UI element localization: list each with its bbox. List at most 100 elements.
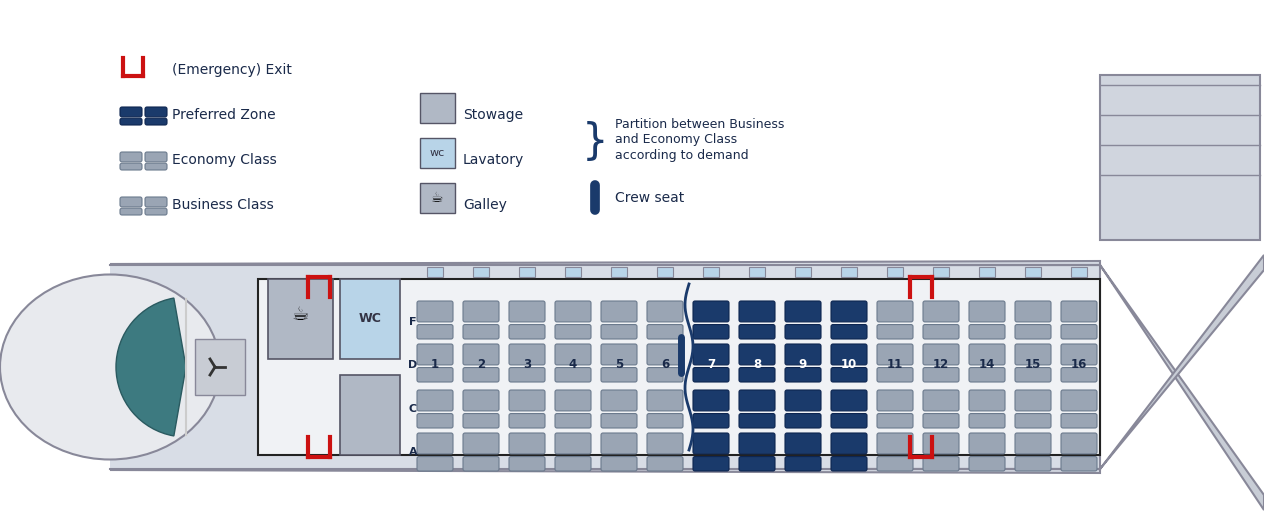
FancyBboxPatch shape <box>145 208 167 215</box>
FancyBboxPatch shape <box>1015 433 1050 454</box>
Bar <box>750 457 765 467</box>
FancyBboxPatch shape <box>877 344 913 365</box>
FancyBboxPatch shape <box>877 324 913 339</box>
FancyBboxPatch shape <box>647 457 683 471</box>
Bar <box>473 267 489 277</box>
FancyBboxPatch shape <box>509 457 545 471</box>
Text: 6: 6 <box>661 358 669 371</box>
FancyBboxPatch shape <box>647 344 683 365</box>
FancyBboxPatch shape <box>785 457 822 471</box>
FancyBboxPatch shape <box>969 301 1005 322</box>
Bar <box>841 267 857 277</box>
Text: ☕: ☕ <box>431 191 444 205</box>
FancyBboxPatch shape <box>969 433 1005 454</box>
Text: A: A <box>408 447 417 457</box>
FancyBboxPatch shape <box>877 457 913 471</box>
FancyBboxPatch shape <box>693 433 729 454</box>
FancyBboxPatch shape <box>785 324 822 339</box>
FancyBboxPatch shape <box>923 433 959 454</box>
FancyBboxPatch shape <box>120 118 142 125</box>
Bar <box>795 267 811 277</box>
Text: 12: 12 <box>933 358 949 371</box>
FancyBboxPatch shape <box>739 301 775 322</box>
FancyBboxPatch shape <box>555 457 592 471</box>
Text: Preferred Zone: Preferred Zone <box>172 108 276 122</box>
Bar <box>420 93 455 123</box>
FancyBboxPatch shape <box>555 414 592 428</box>
Bar <box>420 183 455 213</box>
FancyBboxPatch shape <box>509 368 545 382</box>
FancyBboxPatch shape <box>417 414 453 428</box>
FancyBboxPatch shape <box>693 414 729 428</box>
FancyBboxPatch shape <box>923 324 959 339</box>
Bar <box>795 457 811 467</box>
FancyBboxPatch shape <box>647 301 683 322</box>
FancyBboxPatch shape <box>693 390 729 411</box>
Bar <box>195 339 245 395</box>
FancyBboxPatch shape <box>145 118 167 125</box>
FancyBboxPatch shape <box>647 390 683 411</box>
Text: F: F <box>410 317 417 327</box>
FancyBboxPatch shape <box>923 414 959 428</box>
FancyBboxPatch shape <box>417 390 453 411</box>
FancyBboxPatch shape <box>830 301 867 322</box>
Bar <box>340 375 399 455</box>
FancyBboxPatch shape <box>830 433 867 454</box>
FancyBboxPatch shape <box>739 344 775 365</box>
FancyBboxPatch shape <box>120 107 142 117</box>
FancyBboxPatch shape <box>509 414 545 428</box>
FancyBboxPatch shape <box>555 368 592 382</box>
FancyBboxPatch shape <box>463 457 499 471</box>
FancyBboxPatch shape <box>830 390 867 411</box>
FancyBboxPatch shape <box>463 301 499 322</box>
Bar <box>933 457 949 467</box>
FancyBboxPatch shape <box>1060 390 1097 411</box>
FancyBboxPatch shape <box>969 457 1005 471</box>
FancyBboxPatch shape <box>145 107 167 117</box>
Text: Business Class: Business Class <box>172 198 274 212</box>
FancyBboxPatch shape <box>555 324 592 339</box>
FancyBboxPatch shape <box>1060 414 1097 428</box>
Text: 1: 1 <box>431 358 439 371</box>
Text: 16: 16 <box>1071 358 1087 371</box>
Text: Lavatory: Lavatory <box>463 153 525 167</box>
FancyBboxPatch shape <box>600 301 637 322</box>
Text: Galley: Galley <box>463 198 507 212</box>
Text: 8: 8 <box>753 358 761 371</box>
FancyBboxPatch shape <box>463 433 499 454</box>
Bar <box>703 457 719 467</box>
Bar <box>1025 267 1042 277</box>
Bar <box>750 267 765 277</box>
Bar <box>1071 267 1087 277</box>
Text: WC: WC <box>359 312 382 326</box>
Bar <box>933 267 949 277</box>
FancyBboxPatch shape <box>785 433 822 454</box>
FancyBboxPatch shape <box>417 324 453 339</box>
FancyBboxPatch shape <box>417 368 453 382</box>
FancyBboxPatch shape <box>923 344 959 365</box>
FancyBboxPatch shape <box>1060 457 1097 471</box>
Polygon shape <box>849 255 1264 469</box>
FancyBboxPatch shape <box>877 390 913 411</box>
Text: 5: 5 <box>614 358 623 371</box>
FancyBboxPatch shape <box>969 368 1005 382</box>
Text: Partition between Business
and Economy Class
according to demand: Partition between Business and Economy C… <box>616 119 785 162</box>
Text: 3: 3 <box>523 358 531 371</box>
FancyBboxPatch shape <box>693 457 729 471</box>
Bar <box>887 457 902 467</box>
FancyBboxPatch shape <box>120 163 142 170</box>
FancyBboxPatch shape <box>1015 324 1050 339</box>
Text: 15: 15 <box>1025 358 1042 371</box>
FancyBboxPatch shape <box>1060 324 1097 339</box>
Bar <box>841 457 857 467</box>
FancyBboxPatch shape <box>509 324 545 339</box>
FancyBboxPatch shape <box>1015 301 1050 322</box>
Text: 7: 7 <box>707 358 715 371</box>
FancyBboxPatch shape <box>463 390 499 411</box>
FancyBboxPatch shape <box>923 390 959 411</box>
FancyBboxPatch shape <box>600 433 637 454</box>
Wedge shape <box>116 298 186 436</box>
Bar <box>1025 457 1042 467</box>
Bar <box>887 267 902 277</box>
Ellipse shape <box>0 275 220 459</box>
